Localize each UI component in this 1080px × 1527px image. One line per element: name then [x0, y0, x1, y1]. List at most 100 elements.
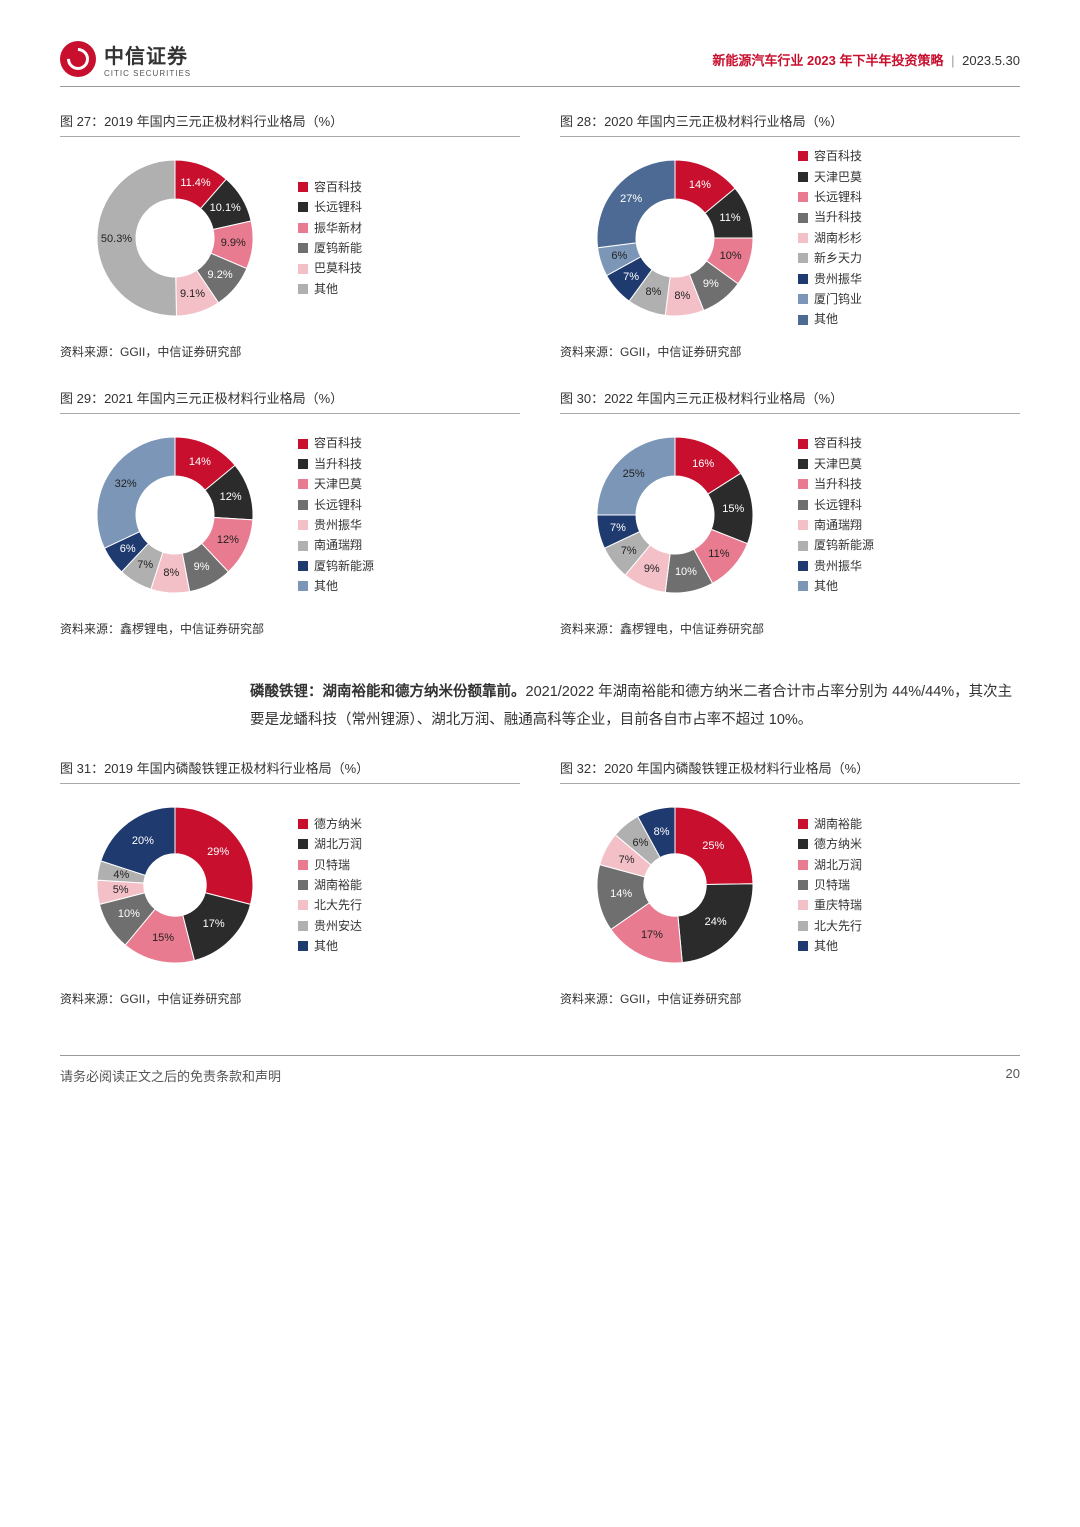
legend-label: 其他: [814, 576, 838, 596]
legend-item: 振华新材: [298, 218, 362, 238]
legend-swatch: [298, 202, 308, 212]
legend-item: 贵州振华: [298, 515, 374, 535]
legend-item: 容百科技: [298, 177, 362, 197]
legend-swatch: [298, 900, 308, 910]
legend-item: 长远锂科: [798, 187, 862, 207]
legend-label: 湖南裕能: [814, 814, 862, 834]
legend-label: 容百科技: [314, 433, 362, 453]
legend-label: 长远锂科: [314, 197, 362, 217]
legend-label: 北大先行: [314, 895, 362, 915]
logo-text-cn: 中信证券: [104, 40, 191, 69]
legend: 湖南裕能德方纳米湖北万润贝特瑞重庆特瑞北大先行其他: [798, 814, 862, 957]
legend-swatch: [798, 900, 808, 910]
legend-item: 巴莫科技: [298, 258, 362, 278]
legend-item: 德方纳米: [798, 834, 862, 854]
legend-label: 天津巴莫: [314, 474, 362, 494]
chart-source: 资料来源：鑫椤锂电，中信证券研究部: [60, 614, 520, 637]
legend-item: 湖南杉杉: [798, 228, 862, 248]
legend-swatch: [298, 284, 308, 294]
legend-item: 长远锂科: [298, 495, 374, 515]
legend-label: 贵州安达: [314, 916, 362, 936]
page-footer: 请务必阅读正文之后的免责条款和声明 20: [60, 1055, 1020, 1085]
legend-label: 厦钨新能源: [814, 535, 874, 555]
legend-label: 湖北万润: [814, 855, 862, 875]
legend-item: 天津巴莫: [798, 454, 874, 474]
legend-item: 南通瑞翔: [798, 515, 874, 535]
legend-item: 容百科技: [798, 433, 874, 453]
legend-label: 厦门钨业: [814, 289, 862, 309]
legend-item: 湖北万润: [798, 855, 862, 875]
legend-item: 厦钨新能源: [298, 556, 374, 576]
legend-label: 北大先行: [814, 916, 862, 936]
legend: 容百科技长远锂科振华新材厦钨新能巴莫科技其他: [298, 177, 362, 299]
legend-label: 振华新材: [314, 218, 362, 238]
legend-swatch: [798, 839, 808, 849]
legend-label: 容百科技: [814, 146, 862, 166]
legend-label: 重庆特瑞: [814, 895, 862, 915]
legend-swatch: [798, 479, 808, 489]
legend-swatch: [298, 541, 308, 551]
legend-swatch: [798, 581, 808, 591]
legend-item: 南通瑞翔: [298, 535, 374, 555]
chart-title: 图 27：2019 年国内三元正极材料行业格局（%）: [60, 111, 520, 137]
legend-swatch: [798, 541, 808, 551]
legend-item: 贝特瑞: [298, 855, 362, 875]
legend-label: 贝特瑞: [314, 855, 350, 875]
legend-item: 其他: [798, 309, 862, 329]
legend-swatch: [298, 223, 308, 233]
legend-label: 长远锂科: [314, 495, 362, 515]
chart-source: 资料来源：GGII，中信证券研究部: [560, 984, 1020, 1007]
header-title: 新能源汽车行业 2023 年下半年投资策略: [712, 53, 943, 68]
legend-swatch: [798, 500, 808, 510]
legend-label: 容百科技: [814, 433, 862, 453]
legend-swatch: [798, 561, 808, 571]
legend-swatch: [298, 182, 308, 192]
legend-swatch: [798, 860, 808, 870]
legend-label: 德方纳米: [314, 814, 362, 834]
legend-swatch: [798, 439, 808, 449]
legend: 容百科技天津巴莫当升科技长远锂科南通瑞翔厦钨新能源贵州振华其他: [798, 433, 874, 596]
legend: 容百科技天津巴莫长远锂科当升科技湖南杉杉新乡天力贵州振华厦门钨业其他: [798, 146, 862, 330]
legend-swatch: [798, 172, 808, 182]
legend-label: 其他: [314, 279, 338, 299]
legend-label: 新乡天力: [814, 248, 862, 268]
legend-item: 当升科技: [798, 474, 874, 494]
page-header: 中信证券 CITIC SECURITIES 新能源汽车行业 2023 年下半年投…: [60, 40, 1020, 87]
legend-swatch: [298, 479, 308, 489]
legend-label: 天津巴莫: [814, 454, 862, 474]
legend-item: 湖北万润: [298, 834, 362, 854]
legend-item: 湖南裕能: [798, 814, 862, 834]
legend-item: 容百科技: [798, 146, 862, 166]
legend-label: 巴莫科技: [314, 258, 362, 278]
legend-label: 当升科技: [814, 207, 862, 227]
legend-item: 其他: [298, 576, 374, 596]
footer-disclaimer: 请务必阅读正文之后的免责条款和声明: [60, 1066, 281, 1085]
legend-label: 湖北万润: [314, 834, 362, 854]
logo-text-en: CITIC SECURITIES: [104, 69, 191, 78]
logo-icon: [60, 41, 96, 77]
chart-source: 资料来源：GGII，中信证券研究部: [60, 984, 520, 1007]
legend-item: 重庆特瑞: [798, 895, 862, 915]
legend-item: 厦门钨业: [798, 289, 862, 309]
legend-label: 贵州振华: [814, 269, 862, 289]
legend-label: 湖南裕能: [314, 875, 362, 895]
legend-label: 其他: [314, 936, 338, 956]
legend-label: 长远锂科: [814, 495, 862, 515]
chart-c30: 图 30：2022 年国内三元正极材料行业格局（%）16%15%11%10%9%…: [560, 388, 1020, 637]
legend-swatch: [298, 860, 308, 870]
chart-c29: 图 29：2021 年国内三元正极材料行业格局（%）14%12%12%9%8%7…: [60, 388, 520, 637]
chart-title: 图 32：2020 年国内磷酸铁锂正极材料行业格局（%）: [560, 758, 1020, 784]
legend-label: 其他: [314, 576, 338, 596]
legend: 德方纳米湖北万润贝特瑞湖南裕能北大先行贵州安达其他: [298, 814, 362, 957]
legend-swatch: [798, 315, 808, 325]
legend-label: 贵州振华: [814, 556, 862, 576]
chart-title: 图 29：2021 年国内三元正极材料行业格局（%）: [60, 388, 520, 414]
chart-c32: 图 32：2020 年国内磷酸铁锂正极材料行业格局（%）25%24%17%14%…: [560, 758, 1020, 1007]
legend-label: 当升科技: [814, 474, 862, 494]
legend-swatch: [798, 233, 808, 243]
legend-label: 湖南杉杉: [814, 228, 862, 248]
legend-swatch: [798, 880, 808, 890]
legend-label: 其他: [814, 309, 838, 329]
legend-item: 湖南裕能: [298, 875, 362, 895]
legend-swatch: [798, 294, 808, 304]
